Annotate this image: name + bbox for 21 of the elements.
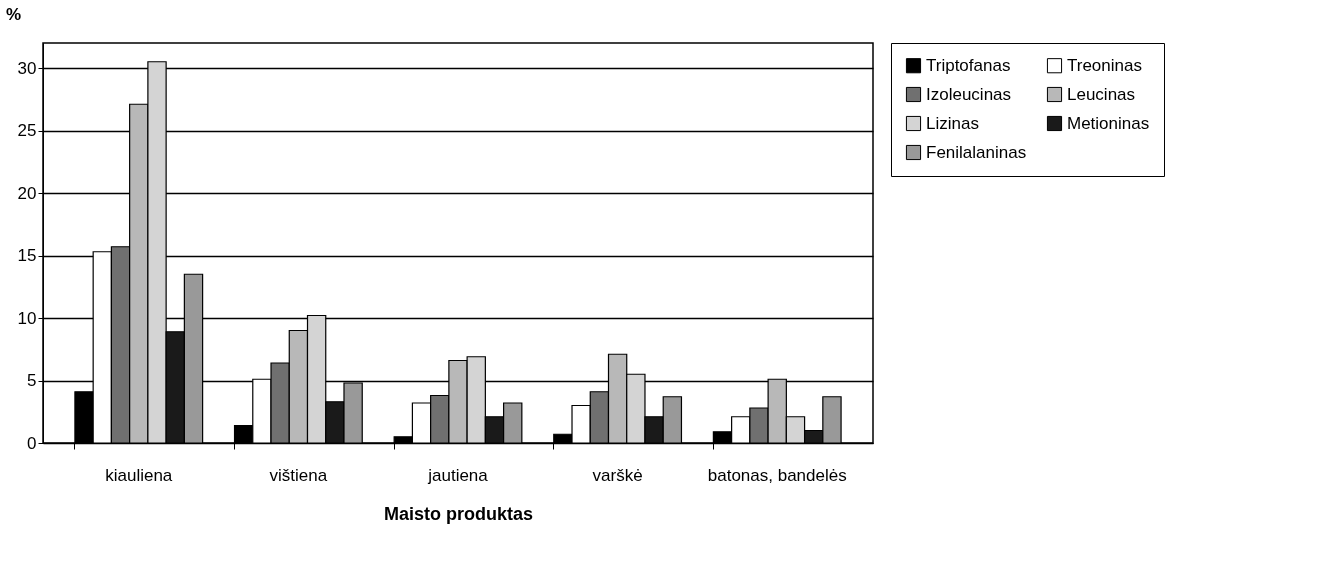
legend-label: Izoleucinas [926, 84, 1012, 104]
y-axis-title: % [5, 4, 22, 24]
legend-label: Triptofanas [926, 55, 1011, 75]
legend-label: Metioninas [1067, 113, 1150, 133]
x-tick-label: varškė [592, 465, 643, 485]
y-tick-label: 30 [17, 58, 37, 78]
y-tick-label: 5 [27, 371, 37, 390]
x-axis-title: Maisto produktas [383, 503, 534, 524]
x-tick-label: kiauliena [105, 465, 173, 485]
y-tick-label: 25 [17, 121, 37, 140]
legend-label: Lizinas [926, 113, 979, 133]
y-tick-label: 0 [27, 433, 37, 453]
x-tick-label: jautiena [427, 465, 489, 485]
y-tick-label: 20 [17, 183, 37, 203]
y-tick-label: 10 [17, 308, 37, 328]
legend-label: Fenilalaninas [926, 142, 1027, 162]
x-tick-label: batonas, bandelės [707, 465, 847, 485]
x-tick-label: vištiena [269, 465, 328, 485]
legend-label: Treoninas [1067, 55, 1142, 75]
legend-label: Leucinas [1067, 84, 1136, 104]
y-tick-label: 15 [17, 246, 37, 265]
